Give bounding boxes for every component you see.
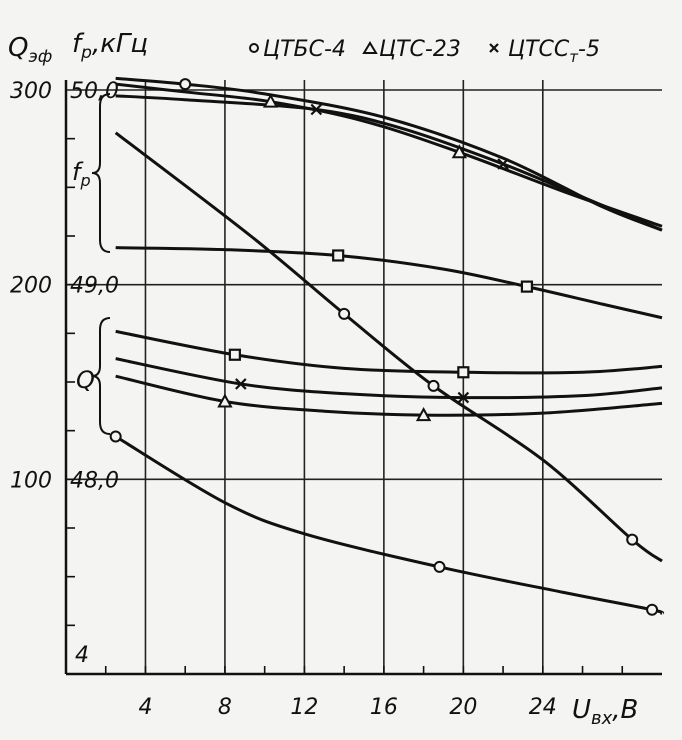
series-line-3 (115, 246, 663, 320)
y-tick-label-q: 300 (10, 79, 52, 104)
series-line-5 (115, 329, 663, 375)
series-line-1 (115, 82, 663, 228)
y-tick-label-freq: 50,0 (70, 79, 119, 104)
brace-q (91, 317, 111, 435)
series-line-2 (115, 94, 663, 232)
scale-braces (91, 93, 111, 435)
data-point-circle (109, 430, 122, 443)
series-line-7 (115, 374, 663, 417)
data-point-square (520, 280, 534, 293)
y-tick-label-q: 4 (75, 643, 89, 668)
legend-marker-cross (489, 43, 499, 53)
x-tick-label: 4 (138, 695, 152, 720)
chart-grid (66, 80, 662, 674)
data-point-circle (338, 307, 351, 320)
data-point-triangle (415, 407, 432, 422)
data-point-triangle (262, 93, 279, 108)
data-point-cross (457, 391, 470, 404)
legend-marker-circle (249, 43, 259, 53)
data-point-square (228, 348, 241, 361)
brace-fr (91, 93, 111, 253)
data-point-circle (646, 603, 659, 616)
x-tick-label: 16 (370, 695, 398, 720)
data-point-square (332, 249, 345, 262)
x-tick-label: 24 (529, 695, 557, 720)
data-point-cross (497, 158, 509, 170)
legend: ЦТБС-4 ЦТС-23 ЦТССт-5 (249, 37, 600, 66)
data-point-triangle (451, 144, 468, 159)
y-tick-label-q: 200 (10, 274, 52, 299)
data-point-circle (626, 533, 639, 546)
data-point-circle (427, 379, 440, 392)
data-point-circle (179, 78, 192, 91)
data-point-circle (433, 560, 446, 573)
y-tick-label-freq: 49,0 (70, 274, 119, 299)
chart-ticks: 4 8 12 16 20 24 300 200 100 4 50,0 49,0 48,0 (10, 79, 624, 720)
data-point-cross (235, 378, 247, 390)
data-point-cross (310, 103, 323, 116)
chart-markers (109, 78, 659, 616)
chart-axes (64, 80, 662, 676)
data-point-triangle (217, 393, 233, 408)
series-line-8 (114, 435, 665, 616)
y-axis-label-q: Qэф (8, 33, 52, 67)
x-tick-label: 12 (290, 695, 318, 720)
x-tick-label: 20 (449, 695, 477, 720)
legend-marker-triangle (362, 41, 378, 54)
legend-label-ctsst5: ЦТССт-5 (508, 37, 600, 66)
y-tick-label-freq: 48,0 (70, 468, 119, 493)
y-tick-label-q: 100 (10, 468, 52, 493)
legend-label-ctbs4: ЦТБС-4 (263, 37, 346, 62)
data-point-square (457, 366, 470, 379)
x-axis-label: Uвх,В (572, 695, 638, 729)
brace-label-q: Q (76, 366, 95, 394)
brace-label-fr: fр (72, 158, 91, 190)
legend-label-cts23: ЦТС-23 (379, 37, 461, 62)
x-tick-label: 8 (218, 695, 232, 720)
series-line-6 (115, 357, 663, 400)
y-axis-label-freq: fр,кГц (72, 29, 148, 63)
chart-series (114, 76, 665, 616)
